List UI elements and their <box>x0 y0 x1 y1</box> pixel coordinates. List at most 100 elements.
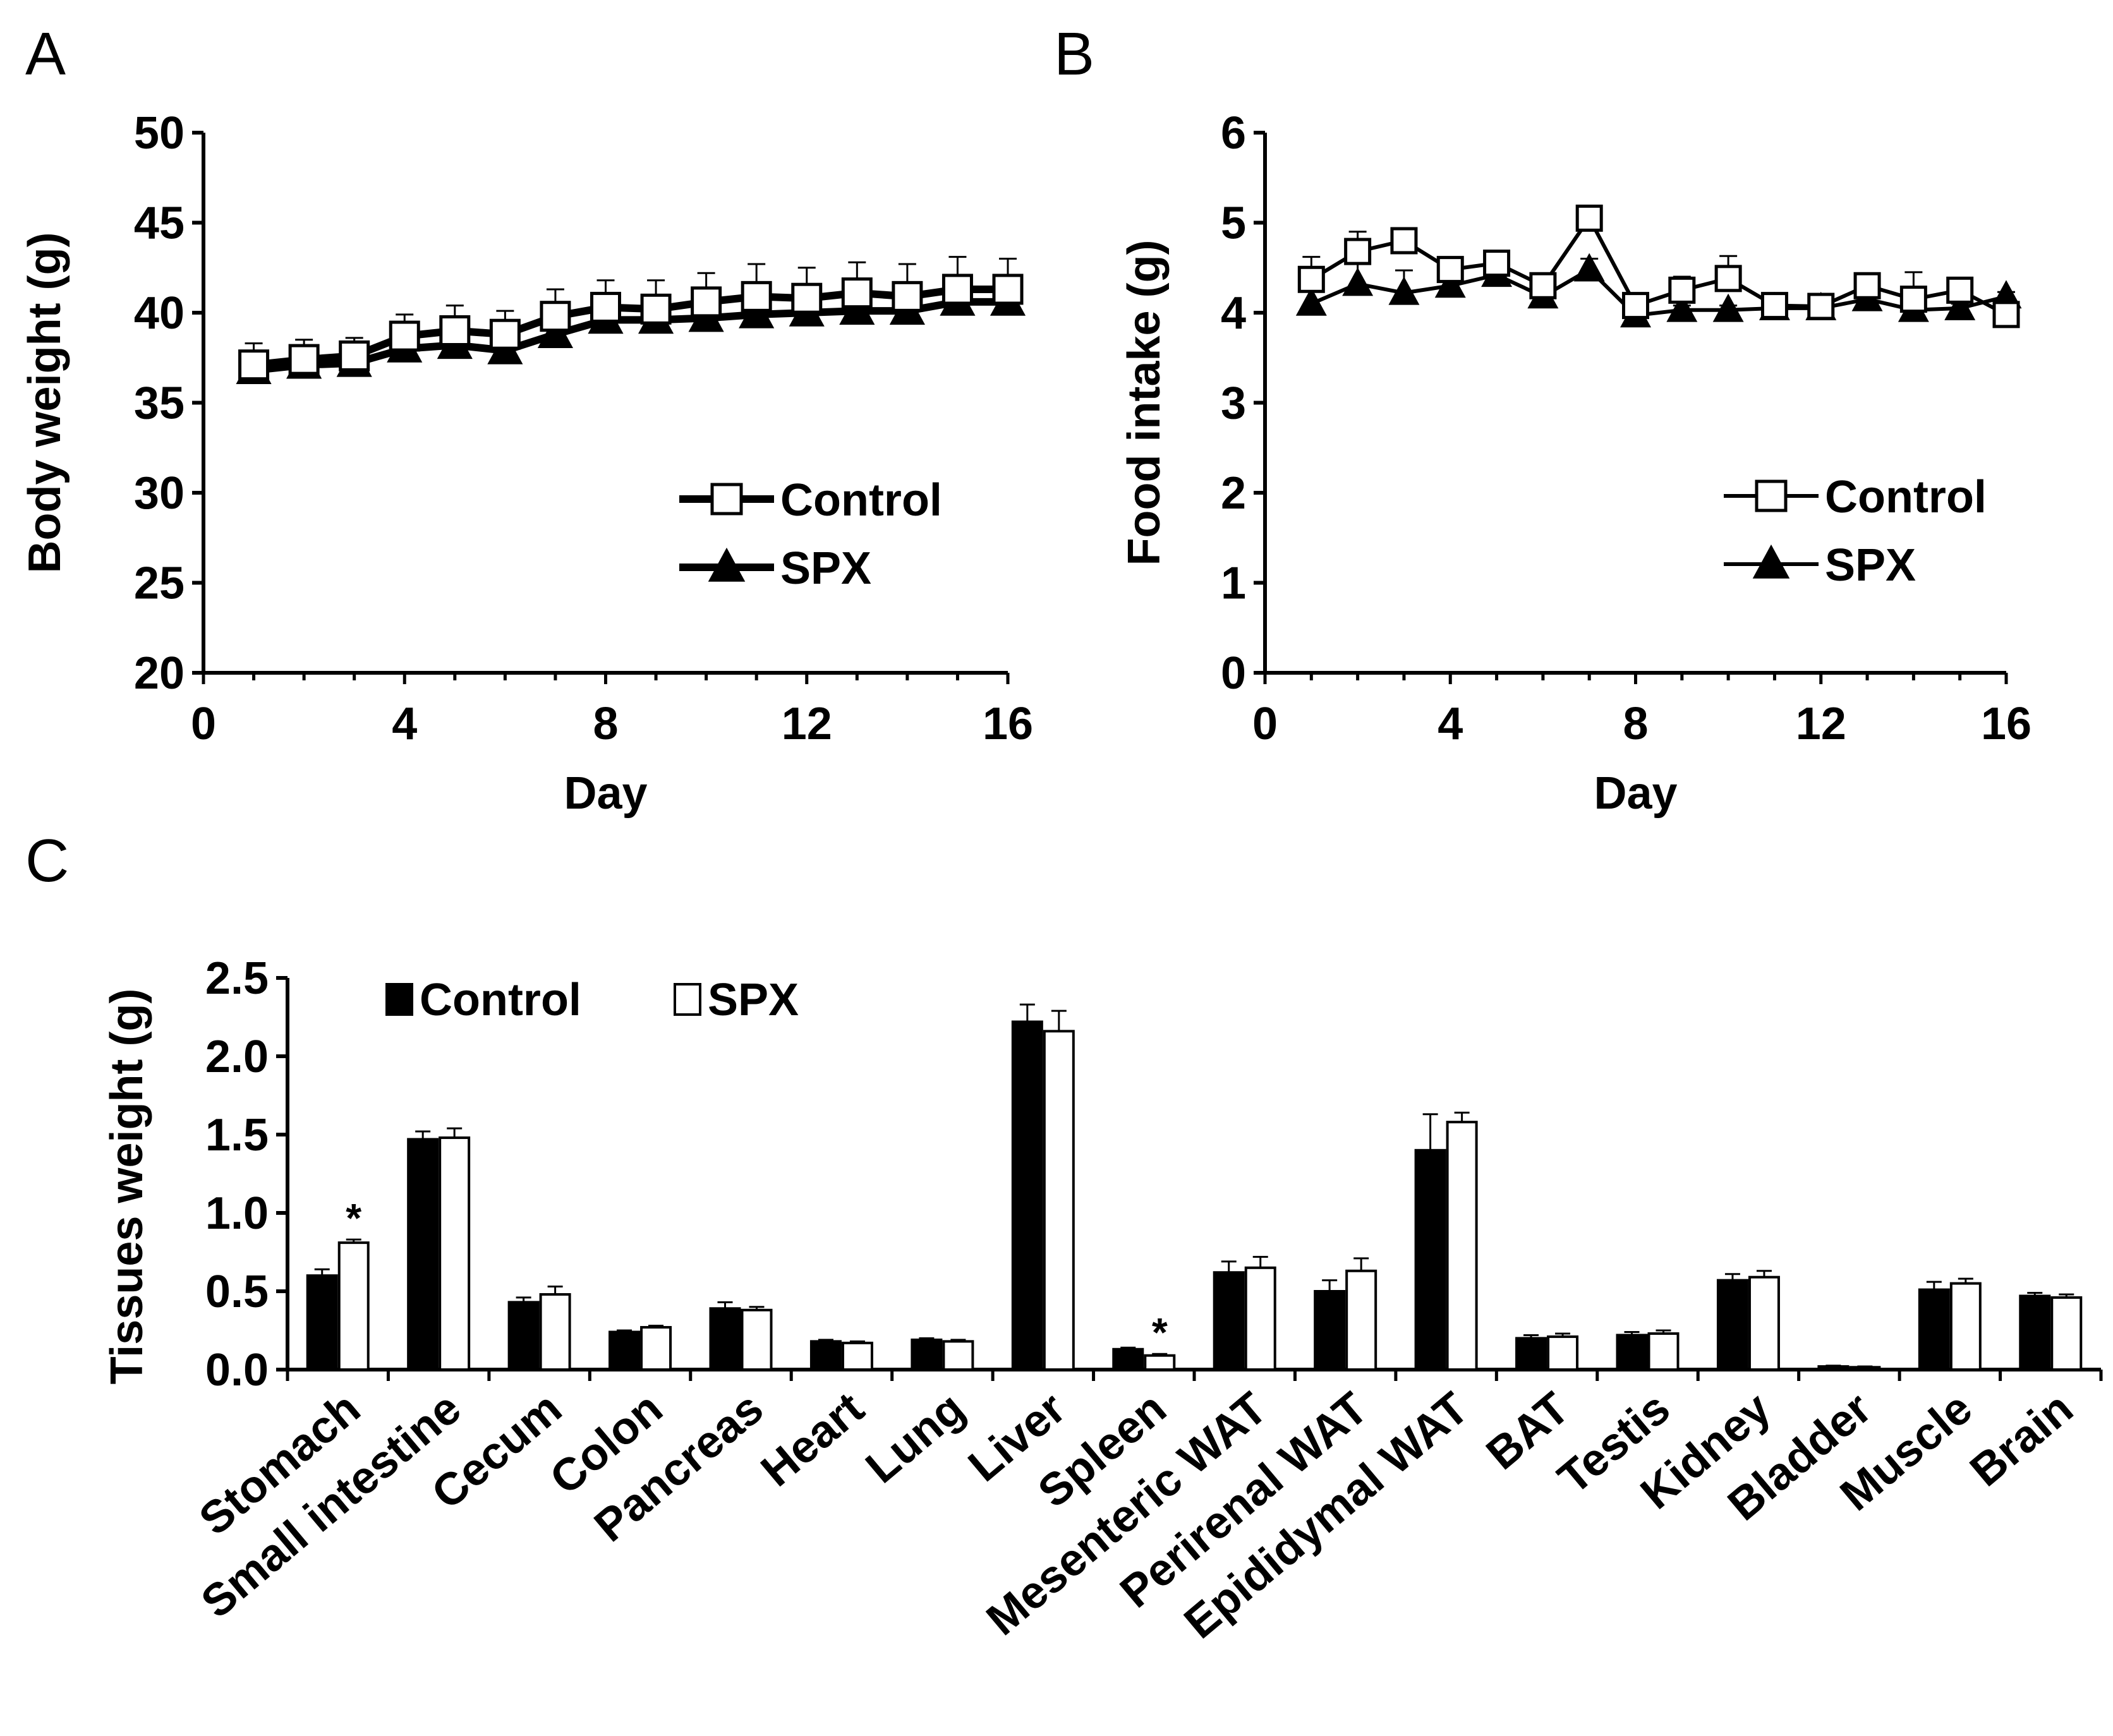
data-point <box>841 277 873 309</box>
significance-marker: * <box>1152 1310 1168 1355</box>
bar-control <box>1515 1337 1547 1371</box>
legend-marker-spx <box>1752 544 1790 579</box>
y-axis-title: Tissues weight (g) <box>102 989 152 1385</box>
bar-control <box>809 1340 842 1371</box>
y-tick-label: 5 <box>1221 198 1246 249</box>
data-point <box>389 320 420 352</box>
data-point <box>1483 250 1511 277</box>
data-point <box>1666 293 1698 322</box>
data-point <box>1992 301 2020 329</box>
x-tick-label: 4 <box>392 699 417 749</box>
data-point <box>1529 272 1557 299</box>
legend-swatch-spx <box>674 983 701 1016</box>
bar-spx <box>1647 1332 1680 1371</box>
data-point <box>540 301 571 332</box>
legend-marker-control <box>1755 479 1788 512</box>
bar-spx <box>741 1308 773 1371</box>
y-tick-label: 2 <box>1221 468 1246 519</box>
data-point <box>1807 292 1835 320</box>
panel-letter-a: A <box>25 20 66 88</box>
bar-control <box>1918 1288 1950 1371</box>
x-axis-title: Day <box>564 768 647 819</box>
x-tick-label: 16 <box>983 699 1033 749</box>
bar-control <box>2019 1294 2051 1371</box>
data-point <box>1714 265 1742 292</box>
y-tick-label: 35 <box>134 378 185 429</box>
series-line <box>253 298 1008 375</box>
data-point <box>1390 227 1418 255</box>
x-tick-label: 4 <box>1438 699 1463 749</box>
data-point <box>739 296 775 329</box>
bar-control <box>407 1138 439 1371</box>
y-tick-label: 50 <box>134 108 185 159</box>
data-point <box>992 274 1024 305</box>
bar-control <box>1314 1290 1346 1371</box>
legend-swatch-control <box>385 983 413 1016</box>
bar-spx <box>942 1340 974 1371</box>
y-tick-label: 2.0 <box>205 1032 269 1082</box>
data-point <box>1344 238 1372 265</box>
series-control <box>1297 204 2020 329</box>
data-point <box>741 280 772 312</box>
y-tick-label: 3 <box>1221 378 1246 429</box>
y-tick-label: 6 <box>1221 108 1246 159</box>
bar-spx <box>1748 1275 1780 1371</box>
bar-control <box>1716 1279 1748 1371</box>
legend-label: SPX <box>708 975 799 1025</box>
bar-spx <box>640 1326 672 1371</box>
data-point <box>1668 276 1696 304</box>
x-axis-title: Day <box>1594 768 1677 819</box>
bar-spx <box>1244 1266 1276 1371</box>
axes <box>1263 133 2006 675</box>
data-point <box>691 286 722 318</box>
significance-marker: * <box>346 1195 361 1241</box>
y-tick-label: 25 <box>134 558 185 609</box>
data-point <box>839 292 875 325</box>
y-tick-label: 0.0 <box>205 1345 269 1395</box>
x-tick-label: 8 <box>1623 699 1648 749</box>
data-point <box>1297 265 1325 293</box>
y-tick-label: 2.5 <box>205 953 269 1004</box>
legend-marker-control <box>710 483 743 515</box>
x-tick-label: 8 <box>593 699 618 749</box>
bar-spx <box>1547 1335 1579 1371</box>
bar-control <box>1817 1365 1850 1371</box>
bar-control <box>709 1307 741 1371</box>
bar-control <box>1112 1347 1144 1371</box>
y-tick-label: 1.5 <box>205 1110 269 1160</box>
y-tick-label: 1 <box>1221 558 1246 609</box>
data-point <box>439 315 471 346</box>
x-tick-label: 16 <box>1981 699 2031 749</box>
bar-control <box>1011 1020 1043 1371</box>
bar-control <box>911 1338 943 1371</box>
bar-control <box>1414 1148 1446 1371</box>
bar-spx <box>1949 1282 1982 1371</box>
data-point <box>537 315 574 348</box>
data-point <box>339 340 370 371</box>
data-point <box>489 318 521 350</box>
category-label: Lung <box>856 1383 974 1493</box>
y-tick-label: 4 <box>1221 288 1246 339</box>
axes <box>202 133 1008 675</box>
y-tick-label: 45 <box>134 198 185 249</box>
y-axis-title: Body weight (g) <box>20 232 70 574</box>
legend-label: Control <box>780 475 942 526</box>
bar-control <box>608 1330 641 1371</box>
bar-spx <box>1043 1030 1075 1371</box>
y-tick-label: 40 <box>134 288 185 339</box>
bar-spx <box>1144 1354 1176 1371</box>
data-point <box>640 293 672 325</box>
data-point <box>1388 276 1420 305</box>
data-point <box>1342 267 1374 296</box>
panel-letter-b: B <box>1054 20 1094 88</box>
data-point <box>288 344 320 375</box>
legend-marker-spx <box>708 547 746 582</box>
bar-spx <box>841 1341 873 1371</box>
legend-label: SPX <box>1825 540 1916 591</box>
data-point <box>590 291 621 323</box>
series-line <box>1310 214 2007 316</box>
data-point <box>791 282 823 314</box>
panel-letter-c: C <box>25 827 69 895</box>
bar-spx <box>2050 1296 2083 1371</box>
